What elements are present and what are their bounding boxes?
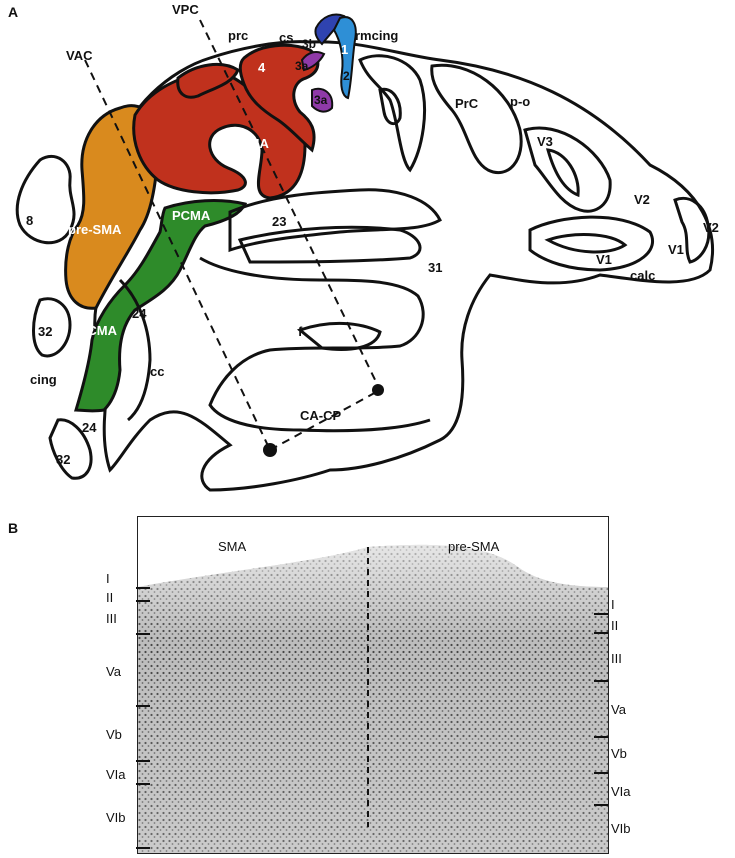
layer-right-via: VIa	[611, 784, 631, 799]
label-vac: VAC	[66, 48, 93, 63]
label-area4: 4	[258, 60, 266, 75]
label-v1b: V1	[668, 242, 684, 257]
layer-left-via: VIa	[106, 767, 126, 782]
layer-right-ii: II	[611, 618, 619, 633]
tick-right-6	[594, 804, 608, 806]
label-calc: calc	[630, 268, 655, 283]
area1-region	[332, 16, 357, 100]
label-cacp: CA-CP	[300, 408, 341, 423]
label-v3: V3	[537, 134, 553, 149]
layer-left-va: Va	[106, 664, 121, 679]
panel-a-letter: A	[8, 4, 19, 20]
label-area24-mid: 24	[132, 306, 147, 321]
brain-sagittal-diagram: VPC VAC prc cs 3b rmcing 1 3a 4 2 3a PrC…	[15, 2, 719, 492]
tick-left-4	[136, 705, 150, 707]
label-presma: pre-SMA	[68, 222, 122, 237]
layer-left-i: I	[106, 571, 110, 586]
label-area8: 8	[26, 213, 33, 228]
label-prc: prc	[228, 28, 248, 43]
layer-right-i: I	[611, 597, 615, 612]
area3a-top-region	[300, 51, 326, 72]
label-3b: 3b	[302, 37, 316, 51]
layer-right-va: Va	[611, 702, 626, 717]
label-po: p-o	[510, 94, 530, 109]
region-label-presma: pre-SMA	[448, 539, 500, 554]
label-sma: SMA	[240, 136, 270, 151]
label-cc: cc	[150, 364, 164, 379]
label-area32-low: 32	[56, 452, 70, 467]
cp-point	[372, 384, 384, 396]
tick-left-1	[136, 587, 150, 589]
label-area23: 23	[272, 214, 286, 229]
label-3a-low: 3a	[314, 93, 328, 107]
layer-right-iii: III	[611, 651, 622, 666]
tick-left-7	[136, 847, 150, 849]
label-v2b: V2	[703, 220, 719, 235]
label-area31: 31	[428, 260, 442, 275]
label-area2: 2	[343, 69, 350, 83]
layer-left-vb: Vb	[106, 727, 122, 742]
label-cs: cs	[279, 30, 293, 45]
tick-left-5	[136, 760, 150, 762]
layer-left-ii: II	[106, 590, 114, 605]
label-v2a: V2	[634, 192, 650, 207]
tick-right-3	[594, 680, 608, 682]
histology-micrograph: SMA pre-SMA	[137, 516, 609, 854]
label-3a-top: 3a	[295, 59, 309, 73]
ca-point	[263, 443, 277, 457]
tick-right-2	[594, 632, 608, 634]
label-rmcing: rmcing	[355, 28, 398, 43]
cingulate-motor-region	[73, 199, 248, 413]
label-pcma: PCMA	[172, 208, 211, 223]
label-area1: 1	[341, 42, 348, 57]
layer-left-iii: III	[106, 611, 117, 626]
label-area24-low: 24	[82, 420, 97, 435]
layer-left-vib: VIb	[106, 810, 126, 825]
label-vpc: VPC	[172, 2, 199, 17]
tick-left-2	[136, 600, 150, 602]
tick-right-1	[594, 613, 608, 615]
label-area32-up: 32	[38, 324, 52, 339]
label-acma: ACMA	[78, 323, 118, 338]
tick-left-3	[136, 633, 150, 635]
layer-right-vb: Vb	[611, 746, 627, 761]
label-f: f	[298, 324, 303, 339]
label-v1a: V1	[596, 252, 612, 267]
label-cing: cing	[30, 372, 57, 387]
layer-right-vib: VIb	[611, 821, 631, 836]
panel-b-letter: B	[8, 520, 19, 536]
area4-upper-fold	[176, 63, 240, 99]
area3a-low-region	[311, 87, 334, 113]
area4-region	[238, 43, 320, 153]
tick-right-5	[594, 772, 608, 774]
region-label-sma: SMA	[218, 539, 247, 554]
tick-left-6	[136, 783, 150, 785]
label-prc-area: PrC	[455, 96, 479, 111]
tick-right-4	[594, 736, 608, 738]
cortex-section-image	[138, 517, 608, 853]
